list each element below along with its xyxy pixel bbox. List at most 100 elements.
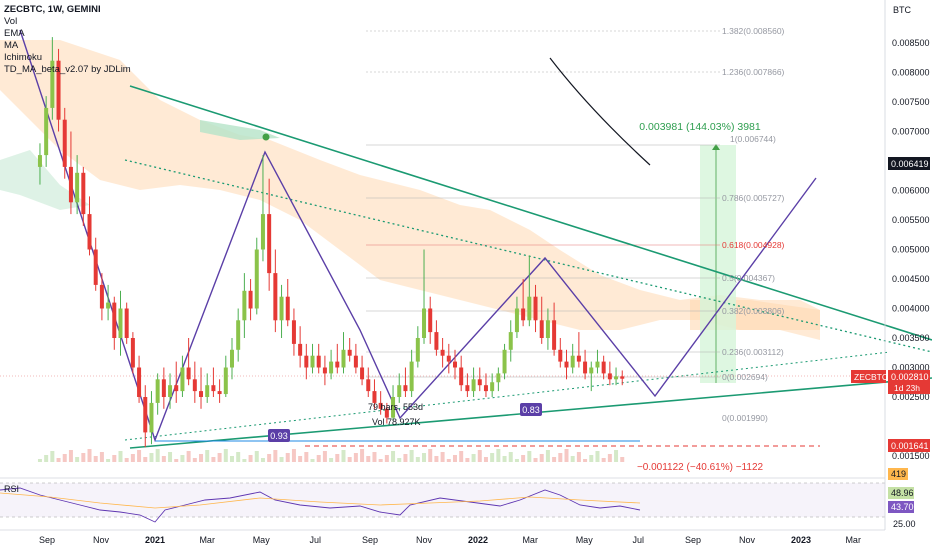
- volume-bar: [186, 451, 191, 462]
- volume-bar: [267, 454, 272, 462]
- badge-1: 0.93: [268, 429, 290, 442]
- time-tick-label: Sep: [39, 535, 55, 545]
- volume-bar: [583, 459, 588, 462]
- time-tick-label: Sep: [362, 535, 378, 545]
- volume-bar: [205, 450, 210, 462]
- volume-bar: [229, 456, 234, 462]
- volume-bar: [589, 455, 594, 462]
- candle: [360, 355, 365, 386]
- candle: [56, 48, 61, 132]
- volume-bar: [533, 458, 538, 462]
- fib-label: 0(0.001990): [722, 413, 768, 423]
- fib-label: 1(0.006744): [730, 134, 776, 144]
- time-axis: Sep Nov 2021 Mar May Jul Sep Nov 2022 Mar May Jul Se…: [0, 529, 885, 545]
- volume-bar: [62, 454, 67, 462]
- volume-bar: [459, 451, 464, 462]
- current-price-tag: 0.002810 1d 23h: [888, 370, 930, 394]
- volume-bar: [211, 457, 216, 462]
- volume-bar: [527, 451, 532, 462]
- volume-bar: [298, 456, 303, 462]
- price-tick-label: 0.004500: [892, 274, 930, 284]
- fib-label: 0.5(0.004367): [722, 273, 775, 283]
- volume-bar: [75, 457, 80, 462]
- candle: [223, 355, 228, 397]
- candle: [620, 370, 625, 386]
- volume-bar: [595, 451, 600, 462]
- candle: [440, 338, 445, 368]
- indicator-vol[interactable]: Vol: [4, 16, 18, 27]
- volume-bar: [558, 453, 563, 462]
- candle: [403, 367, 408, 397]
- candle: [415, 326, 420, 368]
- level-low-tag: 0.001641: [888, 439, 930, 452]
- volume-bar: [99, 452, 104, 462]
- level-high-tag: 0.006419: [888, 157, 930, 170]
- symbol-title: ZECBTC, 1W, GEMINI: [4, 4, 101, 15]
- volume-bar: [508, 452, 513, 462]
- volume-bar: [502, 456, 507, 462]
- candle: [434, 320, 439, 356]
- volume-bar: [81, 453, 86, 462]
- volume-bar: [291, 449, 296, 462]
- candle: [68, 131, 73, 215]
- volume-bar: [217, 453, 222, 462]
- candle: [496, 367, 501, 392]
- indicator-ma[interactable]: MA: [4, 40, 19, 51]
- candle: [521, 279, 526, 327]
- time-tick-label: Mar: [199, 535, 215, 545]
- candle: [279, 284, 284, 338]
- candle: [514, 296, 519, 338]
- candle: [384, 402, 389, 424]
- candle: [614, 367, 619, 386]
- candle: [335, 343, 340, 374]
- volume-bar: [428, 449, 433, 462]
- volume-bar: [514, 459, 519, 462]
- candle: [322, 355, 327, 386]
- fib-labels: 1.382(0.008560) 1.236(0.007866) 1(0.0067…: [722, 26, 785, 423]
- candle: [601, 355, 606, 380]
- svg-text:ZECBTC: ZECBTC: [854, 372, 888, 382]
- rsi-value-a-tag: 48.96: [888, 487, 914, 499]
- svg-text:0.002810: 0.002810: [891, 372, 929, 382]
- candle: [341, 332, 346, 374]
- candle: [273, 249, 278, 333]
- candle: [62, 107, 67, 179]
- candle: [130, 332, 135, 374]
- volume-bar: [161, 456, 166, 462]
- svg-text:1d 23h: 1d 23h: [894, 383, 920, 393]
- volume-bar: [273, 450, 278, 462]
- volume-bar: [366, 456, 371, 462]
- candle: [137, 355, 142, 403]
- vol-ma-tag: 419: [888, 468, 908, 480]
- indicator-ema[interactable]: EMA: [4, 28, 25, 39]
- candle: [50, 37, 55, 120]
- rsi-value-b-tag: 43.70: [888, 501, 914, 513]
- volume-bar: [254, 451, 259, 462]
- volume-bar: [143, 457, 148, 462]
- volume-bar: [545, 450, 550, 462]
- volume-bar: [434, 456, 439, 462]
- candle: [291, 308, 296, 356]
- candle: [446, 343, 451, 374]
- volume-bar: [118, 451, 123, 462]
- price-tick-label: 0.003000: [892, 363, 930, 373]
- volume-bar: [496, 449, 501, 462]
- volume-bar: [539, 454, 544, 462]
- volume-bar: [124, 458, 129, 462]
- volume-bar: [106, 459, 111, 462]
- volume-bar: [403, 454, 408, 462]
- indicator-ichimoku[interactable]: Ichimoku: [4, 52, 43, 63]
- fib-label: 0(0.002694): [722, 372, 768, 382]
- volume-bar: [378, 459, 383, 462]
- indicator-td-ma[interactable]: TD_MA_beta_v2.07 by JDLim: [4, 64, 131, 75]
- time-tick-label: Nov: [416, 535, 433, 545]
- price-tick-label: 0.004000: [892, 304, 930, 314]
- candle: [118, 290, 123, 356]
- candle: [428, 296, 433, 344]
- fib-label: 0.382(0.003806): [722, 306, 785, 316]
- candle: [564, 349, 569, 380]
- svg-text:0.006419: 0.006419: [891, 159, 929, 169]
- volume-bar: [50, 451, 55, 462]
